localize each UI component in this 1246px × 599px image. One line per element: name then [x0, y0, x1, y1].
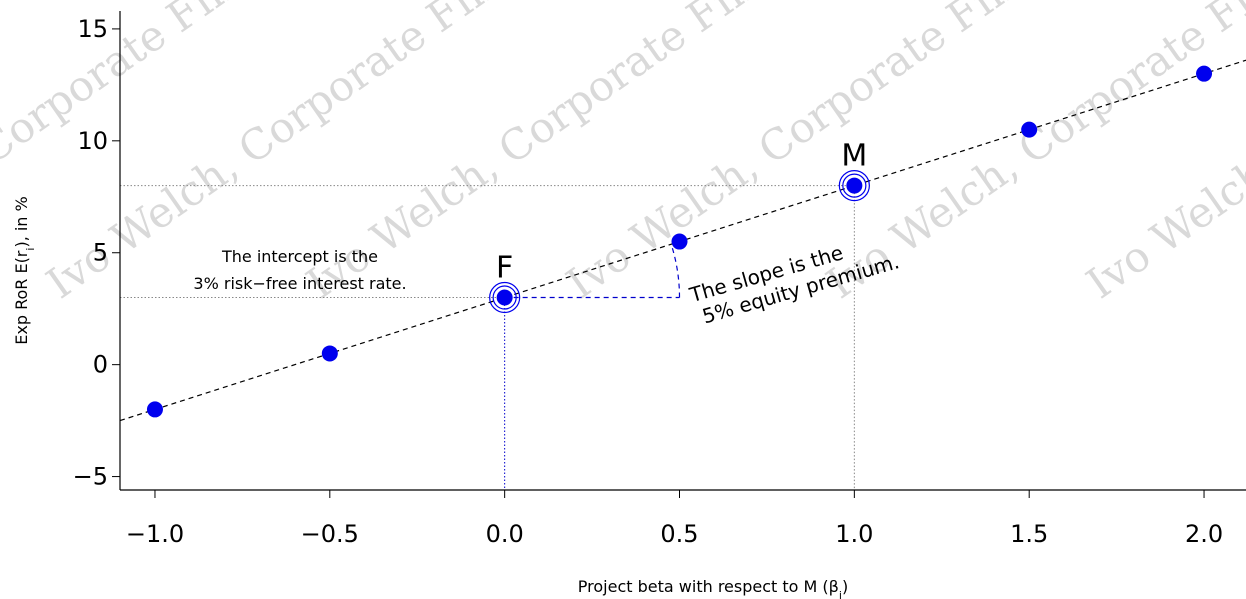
point-label-f: F	[496, 251, 513, 286]
highlight-ring-inner	[492, 285, 517, 310]
security-market-line	[119, 59, 1246, 422]
data-point	[846, 177, 863, 194]
highlight-ring-outer	[489, 281, 521, 314]
x-axis-label: Project beta with respect to M (βi)	[578, 577, 848, 599]
data-points	[146, 65, 1213, 418]
slope-angle-arc	[670, 244, 681, 298]
x-tick-label: −0.5	[301, 520, 359, 548]
x-tick-label: 1.5	[1010, 520, 1048, 548]
y-tick-label: 0	[93, 351, 108, 379]
x-tick-label: −1.0	[126, 520, 184, 548]
annotations: F M The intercept is the 3% risk−free inter…	[193, 139, 901, 329]
y-tick-label: 15	[77, 15, 108, 43]
y-axis-label: Exp RoR E(ri), in %	[12, 196, 37, 345]
data-point	[671, 233, 688, 250]
data-point	[1196, 65, 1213, 82]
intercept-annotation-line1: The intercept is the	[221, 247, 378, 266]
y-tick-label: 5	[93, 239, 108, 267]
data-point	[496, 289, 513, 306]
watermark-layer: Ivo Welch, Corporate Finance (4th Editio…	[0, 0, 1246, 308]
guide-lines	[120, 185, 855, 490]
highlight-ring-inner	[842, 173, 867, 198]
x-tick-label: 2.0	[1185, 520, 1223, 548]
highlight-ring-outer	[838, 169, 870, 202]
x-tick-label: 0.5	[660, 520, 698, 548]
data-point	[1021, 121, 1038, 138]
y-tick-label: 10	[77, 127, 108, 155]
x-tick-label: 1.0	[835, 520, 873, 548]
x-tick-label: 0.0	[486, 520, 524, 548]
y-tick-label: −5	[73, 463, 108, 491]
data-point	[321, 345, 338, 362]
intercept-annotation-line2: 3% risk−free interest rate.	[193, 274, 406, 293]
regression-line	[119, 59, 1246, 422]
data-point	[146, 401, 163, 418]
point-label-m: M	[841, 139, 867, 174]
